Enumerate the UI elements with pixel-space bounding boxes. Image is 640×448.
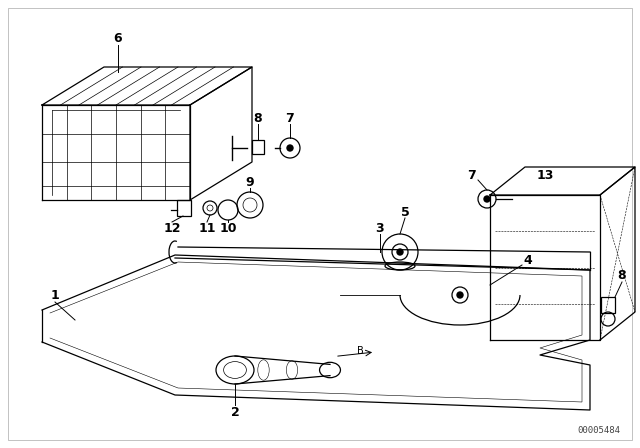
Text: 7: 7 xyxy=(468,168,476,181)
Text: 6: 6 xyxy=(114,31,122,44)
Text: 5: 5 xyxy=(401,206,410,219)
Bar xyxy=(252,140,264,154)
Bar xyxy=(177,200,191,216)
Text: 1: 1 xyxy=(51,289,60,302)
Circle shape xyxy=(457,292,463,298)
Text: 3: 3 xyxy=(376,221,384,234)
Text: 4: 4 xyxy=(524,254,532,267)
Text: 12: 12 xyxy=(163,221,180,234)
Text: B: B xyxy=(356,346,364,357)
Bar xyxy=(601,297,615,313)
Text: 2: 2 xyxy=(230,405,239,418)
Text: 9: 9 xyxy=(246,176,254,189)
Text: 13: 13 xyxy=(536,168,554,181)
Circle shape xyxy=(287,145,293,151)
Text: 10: 10 xyxy=(220,221,237,234)
Text: 7: 7 xyxy=(285,112,294,125)
Text: 8: 8 xyxy=(618,268,627,281)
Circle shape xyxy=(397,249,403,255)
Circle shape xyxy=(484,196,490,202)
Text: 00005484: 00005484 xyxy=(577,426,620,435)
Text: 8: 8 xyxy=(253,112,262,125)
Text: 11: 11 xyxy=(198,221,216,234)
